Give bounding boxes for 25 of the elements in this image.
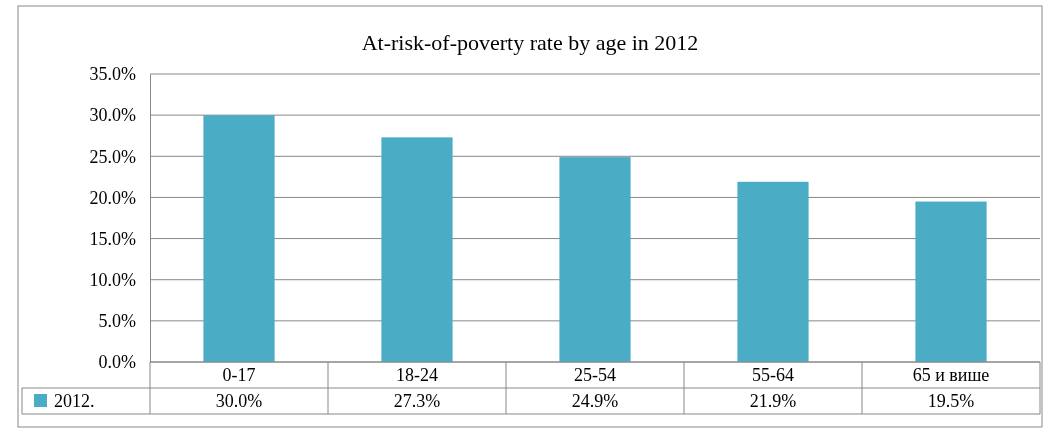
x-tick-label: 55-64 (752, 365, 794, 385)
x-tick-label: 65 и више (912, 365, 990, 385)
bar (915, 201, 987, 362)
x-tick-label: 0-17 (222, 365, 256, 385)
x-tick-label: 18-24 (396, 365, 438, 385)
chart-title: At-risk-of-poverty rate by age in 2012 (361, 30, 699, 55)
y-tick-label: 25.0% (89, 146, 136, 167)
legend-label: 2012. (54, 391, 95, 411)
bar (381, 137, 453, 362)
y-tick-label: 15.0% (89, 228, 136, 249)
data-label: 21.9% (749, 391, 797, 411)
bar (203, 115, 275, 362)
y-tick-label: 20.0% (89, 187, 136, 208)
y-tick-label: 5.0% (98, 311, 136, 332)
data-label: 27.3% (393, 391, 441, 411)
bar (559, 157, 631, 362)
y-tick-label: 10.0% (89, 269, 136, 290)
bar (737, 181, 809, 362)
y-tick-label: 0.0% (98, 352, 136, 373)
x-tick-label: 25-54 (574, 365, 616, 385)
data-label: 24.9% (571, 391, 619, 411)
y-tick-label: 35.0% (89, 64, 136, 85)
y-tick-label: 30.0% (89, 105, 136, 126)
data-label: 19.5% (927, 391, 975, 411)
data-label: 30.0% (215, 391, 263, 411)
